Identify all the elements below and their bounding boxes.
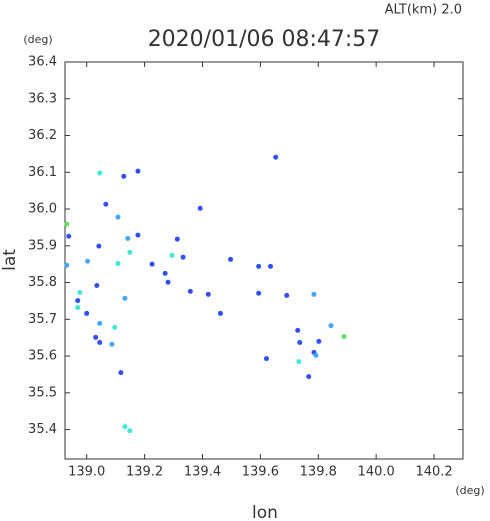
echo-point (97, 170, 103, 176)
echo-point (273, 154, 279, 160)
x-tick-label: 139.6 (242, 465, 279, 480)
echo-point (328, 323, 334, 329)
y-tick-label: 36.3 (28, 91, 57, 106)
echo-point (180, 254, 186, 260)
echo-point (205, 291, 211, 297)
echo-point (122, 424, 128, 430)
echo-point (169, 252, 175, 258)
y-tick-label: 36.1 (28, 165, 57, 180)
echo-point (64, 221, 70, 227)
echo-point (66, 233, 72, 239)
echo-point (295, 327, 301, 333)
echo-point (121, 173, 127, 179)
echo-point (112, 324, 118, 330)
echo-point (77, 289, 83, 295)
echo-point (228, 256, 234, 262)
echo-point (135, 168, 141, 174)
echo-point (296, 359, 302, 365)
chart-title: 2020/01/06 08:47:57 (148, 27, 381, 52)
echo-point (115, 260, 121, 266)
y-unit: (deg) (23, 33, 52, 46)
echo-point (97, 339, 103, 345)
echo-point (197, 205, 203, 211)
echo-point (187, 288, 193, 294)
x-tick-label: 139.2 (126, 465, 163, 480)
echo-point (103, 201, 109, 207)
y-tick-label: 35.4 (28, 422, 57, 437)
x-unit: (deg) (455, 484, 484, 497)
echo-point (268, 263, 274, 269)
x-tick-label: 140.2 (415, 465, 452, 480)
echo-point (118, 370, 124, 376)
echo-point (84, 310, 90, 316)
echo-point (122, 295, 128, 301)
echo-point (64, 262, 70, 268)
echo-point (115, 214, 121, 220)
x-tick-label: 139.4 (184, 465, 221, 480)
echo-point (149, 261, 155, 267)
x-tick-label: 139.0 (68, 465, 105, 480)
echo-point (125, 235, 131, 241)
y-axis-label: lat (0, 249, 20, 271)
echo-point (75, 305, 81, 311)
echo-point (109, 341, 115, 347)
echo-point (217, 310, 223, 316)
echo-point (96, 243, 102, 249)
echo-point (297, 339, 303, 345)
plot-frame (64, 61, 464, 460)
echo-point (174, 236, 180, 242)
echo-point (284, 292, 290, 298)
echo-point (256, 290, 262, 296)
y-tick-label: 35.7 (28, 312, 57, 327)
y-tick-label: 35.8 (28, 275, 57, 290)
echo-point (127, 249, 133, 255)
echo-point (165, 279, 171, 285)
x-tick-label: 140.0 (358, 465, 395, 480)
echo-point (127, 428, 133, 434)
echo-point (341, 334, 347, 340)
echo-point (85, 258, 91, 264)
echo-point (162, 270, 168, 276)
y-tick-label: 36.2 (28, 128, 57, 143)
x-tick-label: 139.8 (300, 465, 337, 480)
echo-point (93, 334, 99, 340)
echo-point (256, 263, 262, 269)
echo-point (97, 320, 103, 326)
y-tick-label: 35.9 (28, 238, 57, 253)
y-tick-label: 36.4 (28, 55, 57, 70)
x-axis-label: lon (252, 503, 278, 521)
y-tick-label: 35.6 (28, 349, 57, 364)
echo-point (316, 338, 322, 344)
echo-point (94, 282, 100, 288)
echo-point (263, 356, 269, 362)
altitude-label: ALT(km) 2.0 (385, 3, 462, 18)
echo-point (313, 352, 319, 358)
echo-point (311, 291, 317, 297)
echo-point (306, 374, 312, 380)
echo-point (135, 232, 141, 238)
echo-point (75, 298, 81, 304)
y-tick-label: 36.0 (28, 202, 57, 217)
y-tick-label: 35.5 (28, 385, 57, 400)
